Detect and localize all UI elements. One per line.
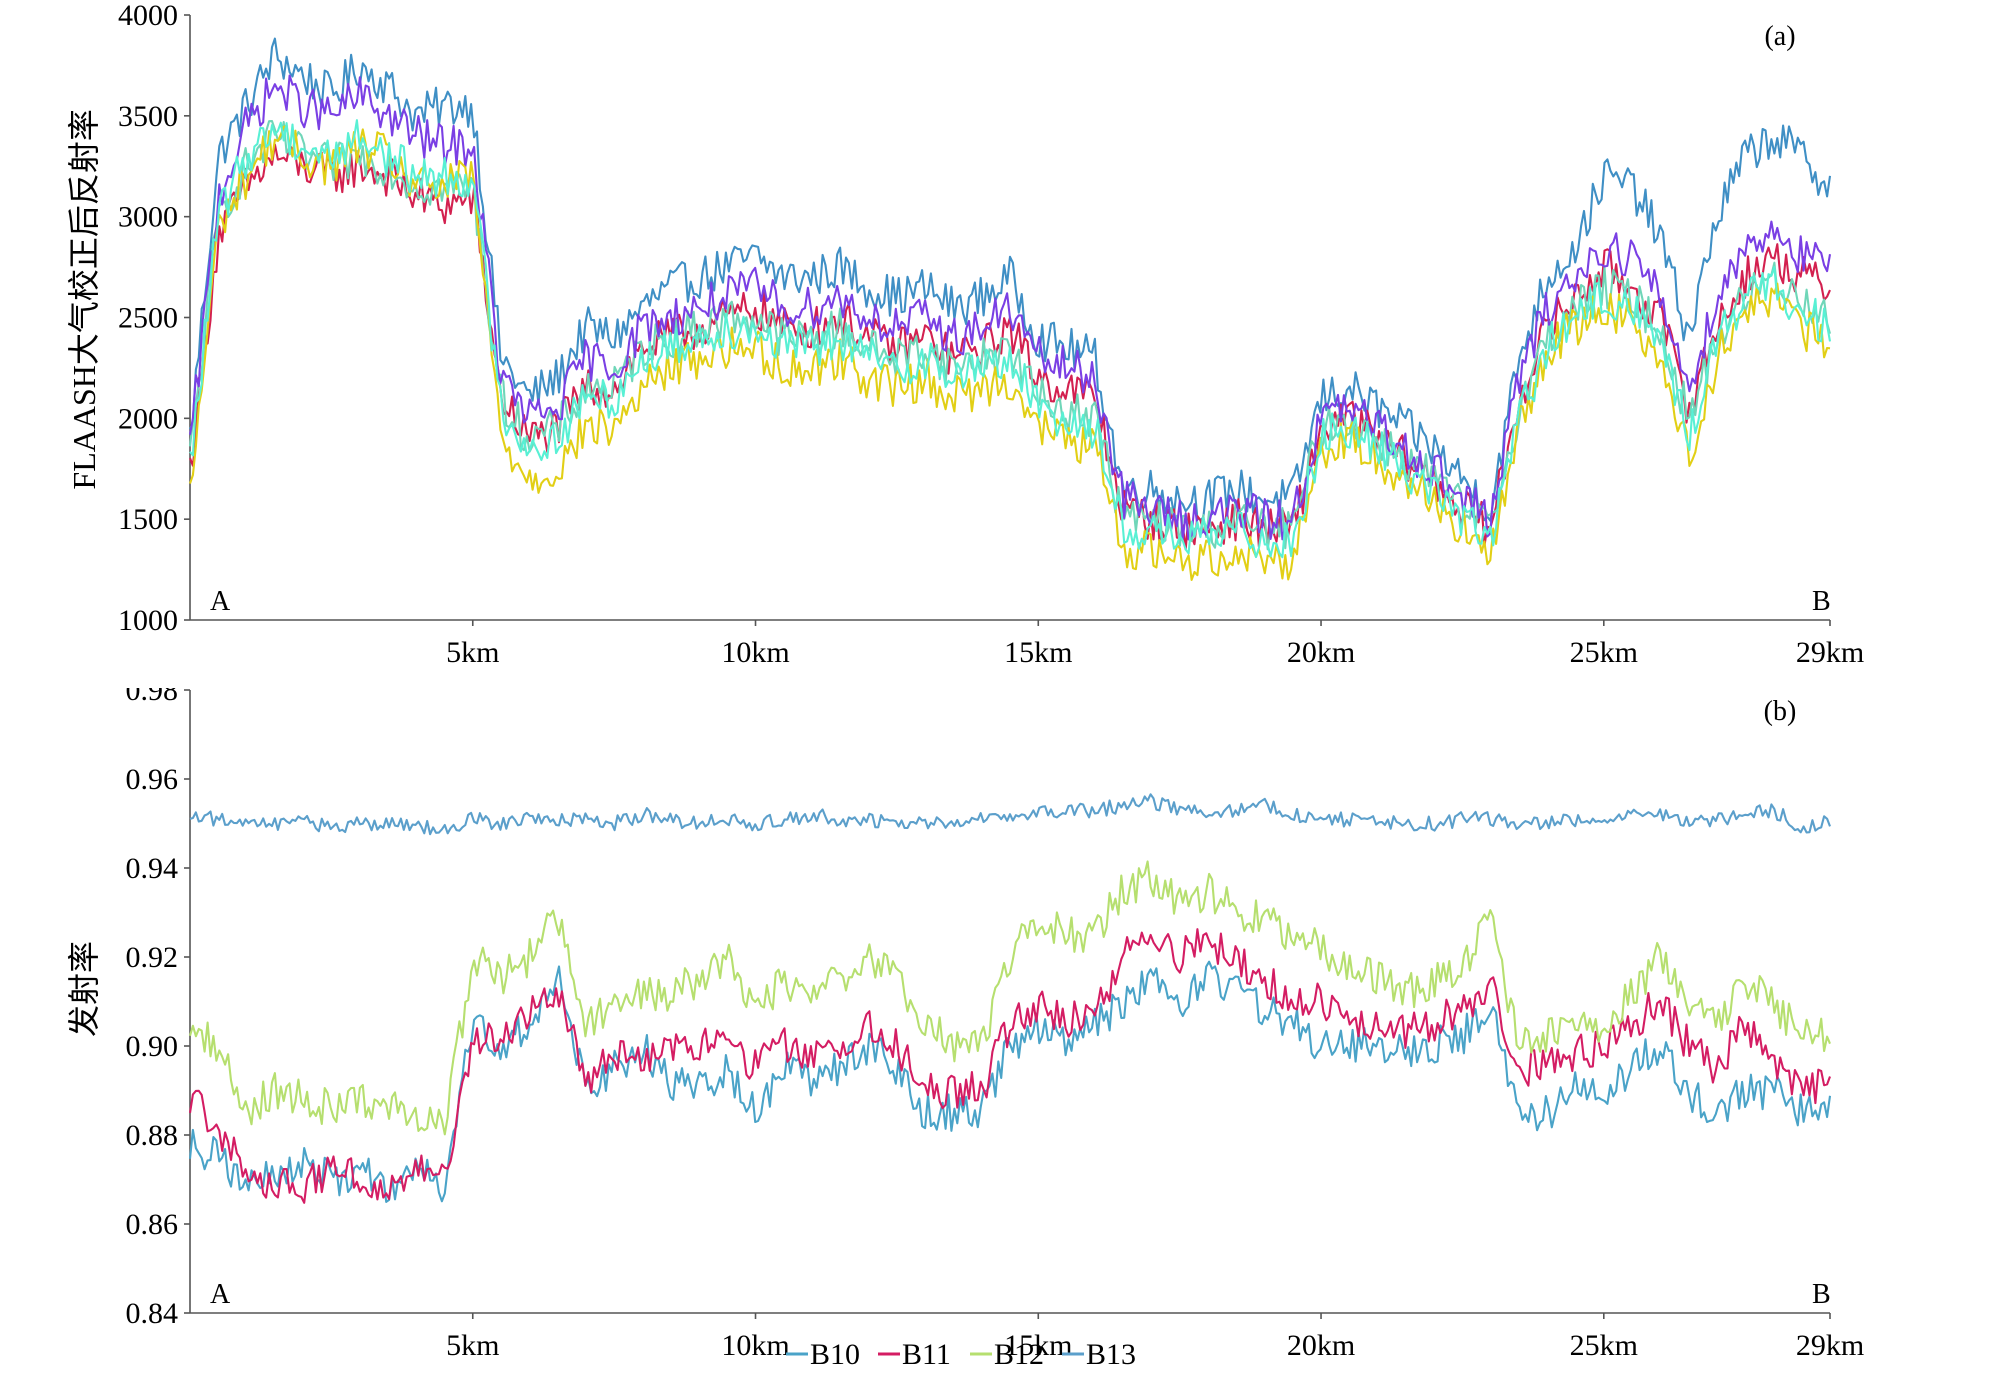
series-group-a bbox=[188, 37, 1832, 581]
chart-b: 0.84 0.86 0.88 0.90 0.92 0.94 0.96 0.98 5km 10km 1… bbox=[66, 688, 1864, 1371]
chart-a: 1000 1500 2000 2500 3000 3500 4000 5km 10km 15km 2… bbox=[66, 0, 1864, 688]
y-axis-label: FLAASH大气校正后反射率 bbox=[66, 109, 102, 489]
legend-label: B7 bbox=[1044, 684, 1079, 688]
legend-item-B8: B8 bbox=[1120, 684, 1155, 688]
legend-label: B5 bbox=[892, 684, 927, 688]
series-line-B12 bbox=[188, 860, 1831, 1136]
y-tick-label: 0.88 bbox=[126, 1119, 179, 1152]
legend-item-B4: B4 bbox=[816, 684, 851, 688]
y-tick-label: 0.84 bbox=[126, 1297, 179, 1330]
legend-label: B8 bbox=[1120, 684, 1155, 688]
start-point-label: A bbox=[210, 586, 231, 617]
y-tick-label: 2000 bbox=[118, 402, 178, 435]
legend-item-B7: B7 bbox=[1044, 684, 1079, 688]
y-tick-label: 4000 bbox=[118, 0, 178, 32]
x-tick-label: 15km bbox=[1004, 636, 1072, 669]
x-tick-label: 25km bbox=[1570, 1329, 1638, 1362]
legend-label: B12 bbox=[994, 1338, 1044, 1371]
x-tick-label: 20km bbox=[1287, 1329, 1355, 1362]
legend-a: B4 B5 B6 B7 B8 B9 bbox=[816, 684, 1231, 688]
series-line-B9 bbox=[189, 119, 1832, 559]
y-axis-label: 发射率 bbox=[66, 941, 102, 1037]
legend-label: B4 bbox=[816, 684, 851, 688]
x-tick-label: 5km bbox=[446, 636, 499, 669]
legend-item-B10: B10 bbox=[786, 1338, 860, 1371]
legend-item-B5: B5 bbox=[892, 684, 927, 688]
legend-label: B9 bbox=[1196, 684, 1231, 688]
legend-label: B11 bbox=[902, 1338, 951, 1371]
y-tick-label: 0.86 bbox=[126, 1208, 179, 1241]
legend-label: B10 bbox=[810, 1338, 860, 1371]
x-tick-label: 20km bbox=[1287, 636, 1355, 669]
y-tick-label: 3000 bbox=[118, 201, 178, 234]
legend-item-B13: B13 bbox=[1062, 1338, 1136, 1371]
legend-item-B6: B6 bbox=[968, 684, 1003, 688]
end-point-label: B bbox=[1812, 586, 1831, 617]
end-point-label: B bbox=[1812, 1279, 1831, 1310]
start-point-label: A bbox=[210, 1279, 231, 1310]
y-tick-label: 3500 bbox=[118, 100, 178, 133]
y-tick-label: 0.96 bbox=[126, 763, 179, 796]
x-tick-label: 15km bbox=[1004, 1329, 1072, 1362]
y-tick-label: 0.94 bbox=[126, 852, 179, 885]
panel-label: (b) bbox=[1764, 696, 1797, 727]
series-line-B6 bbox=[188, 120, 1832, 551]
x-tick-label: 10km bbox=[721, 636, 789, 669]
legend-label: B13 bbox=[1086, 1338, 1136, 1371]
x-tick-label: 5km bbox=[446, 1329, 499, 1362]
panel-label: (a) bbox=[1764, 21, 1795, 52]
series-line-B7 bbox=[188, 74, 1832, 541]
series-group-b bbox=[188, 793, 1832, 1204]
legend-item-B9: B9 bbox=[1196, 684, 1231, 688]
y-tick-label: 0.90 bbox=[126, 1030, 179, 1063]
y-tick-label: 0.98 bbox=[126, 688, 179, 707]
y-tick-label: 2500 bbox=[118, 302, 178, 335]
x-tick-label: 29km bbox=[1796, 1329, 1864, 1362]
x-tick-label: 29km bbox=[1796, 636, 1864, 669]
x-tick-label: 25km bbox=[1570, 636, 1638, 669]
x-tick-label: 10km bbox=[721, 1329, 789, 1362]
legend-label: B6 bbox=[968, 684, 1003, 688]
series-line-B11 bbox=[188, 928, 1831, 1204]
legend-item-B11: B11 bbox=[878, 1338, 951, 1371]
legend-b: B10 B11 B12 B13 bbox=[786, 1338, 1136, 1371]
y-tick-label: 0.92 bbox=[126, 941, 179, 974]
series-line-B13 bbox=[189, 793, 1831, 836]
legend-item-B12: B12 bbox=[970, 1338, 1044, 1371]
series-line-B8 bbox=[189, 124, 1831, 581]
series-line-B10 bbox=[188, 960, 1832, 1203]
y-tick-label: 1000 bbox=[118, 604, 178, 637]
series-line-B4 bbox=[189, 37, 1832, 522]
y-tick-label: 1500 bbox=[118, 503, 178, 536]
